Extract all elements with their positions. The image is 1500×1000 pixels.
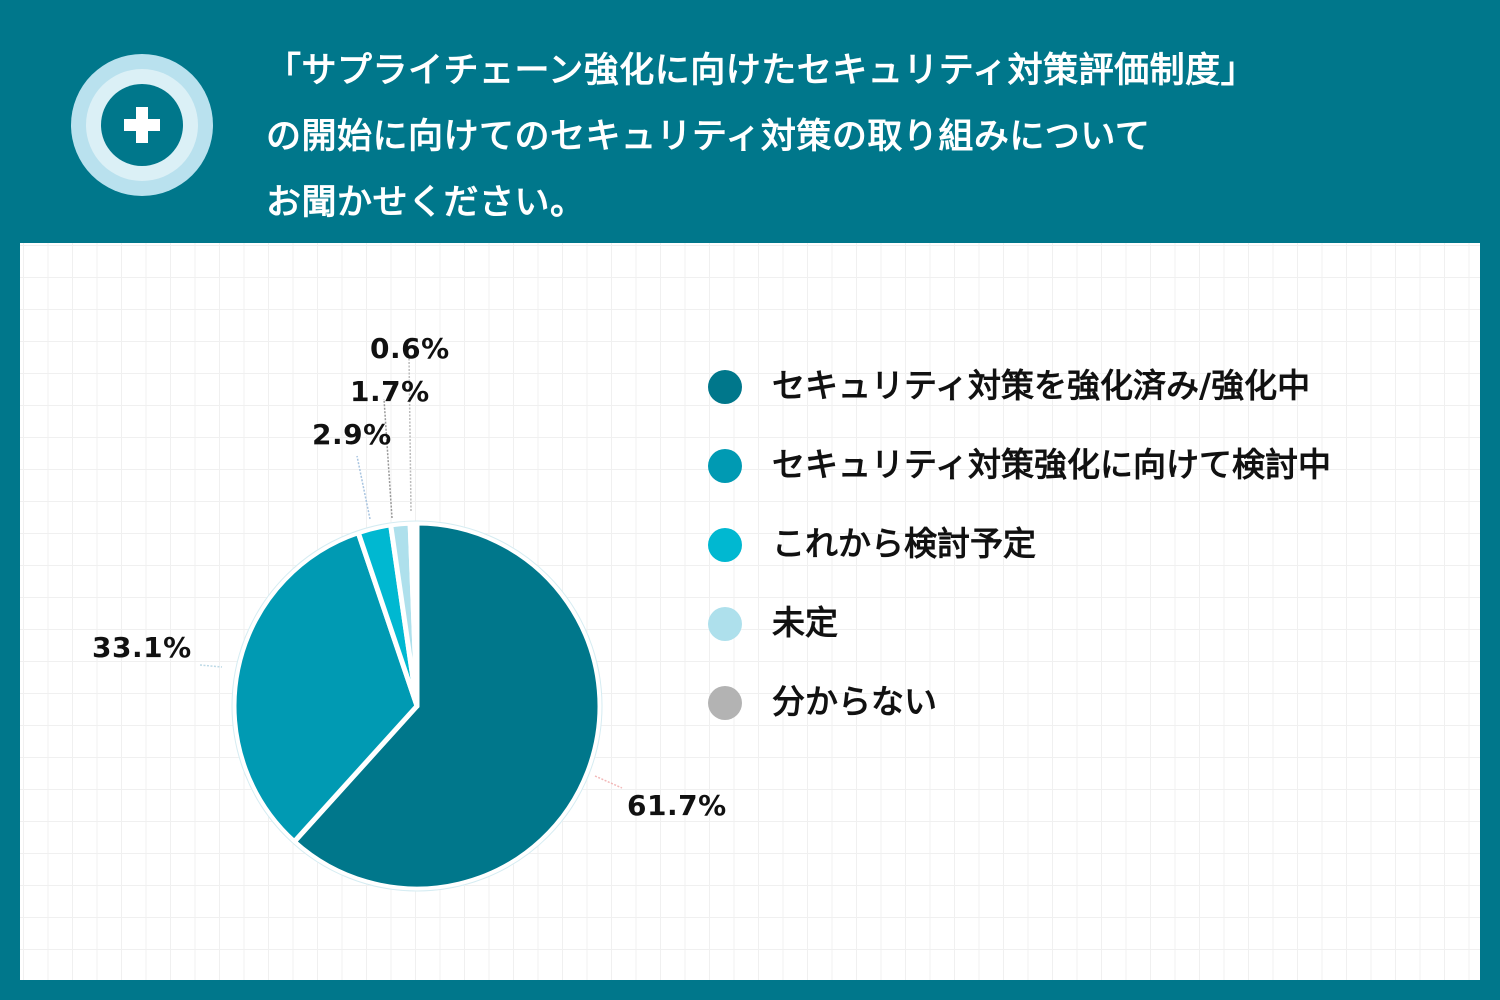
label-slice-2: 33.1% <box>92 631 192 664</box>
legend: セキュリティ対策を強化済み/強化中 セキュリティ対策強化に向けて検討中 これから… <box>708 365 1331 760</box>
label-slice-1: 61.7% <box>627 789 727 822</box>
label-slice-5: 0.6% <box>370 332 450 365</box>
leader-line <box>199 664 223 668</box>
header: 「サプライチェーン強化に向けたセキュリティ対策評価制度」 の開始に向けてのセキュ… <box>0 0 1500 242</box>
title-line-1: 「サプライチェーン強化に向けたセキュリティ対策評価制度」 <box>266 51 1257 91</box>
pie-slice <box>407 520 420 709</box>
legend-item: これから検討予定 <box>708 523 1331 602</box>
legend-dot-icon <box>708 370 742 404</box>
leader-line <box>594 775 623 789</box>
leader-line <box>383 398 393 519</box>
legend-dot-icon <box>708 528 742 562</box>
title-line-3: お聞かせください。 <box>266 183 586 223</box>
legend-dot-icon <box>708 607 742 641</box>
legend-item: セキュリティ対策強化に向けて検討中 <box>708 444 1331 523</box>
pie-chart <box>199 354 623 892</box>
legend-item: セキュリティ対策を強化済み/強化中 <box>708 365 1331 444</box>
pie-slice <box>231 530 420 845</box>
page-title: 「サプライチェーン強化に向けたセキュリティ対策評価制度」 の開始に向けてのセキュ… <box>266 38 1466 236</box>
label-slice-4: 1.7% <box>350 375 430 408</box>
pie-slices <box>231 520 603 892</box>
leader-line <box>356 455 371 520</box>
legend-item: 分からない <box>708 681 1331 760</box>
label-slice-3: 2.9% <box>312 418 392 451</box>
legend-item: 未定 <box>708 602 1331 681</box>
legend-dot-icon <box>708 449 742 483</box>
legend-dot-icon <box>708 686 742 720</box>
leader-lines <box>199 354 623 789</box>
pie-slice <box>291 520 603 892</box>
chart-panel: 61.7% 33.1% 2.9% 1.7% 0.6% セキュリティ対策を強化済み… <box>20 243 1480 980</box>
title-line-2: の開始に向けてのセキュリティ対策の取り組みについて <box>266 117 1151 157</box>
leader-line <box>408 354 412 512</box>
plus-in-circle-icon <box>71 54 213 196</box>
